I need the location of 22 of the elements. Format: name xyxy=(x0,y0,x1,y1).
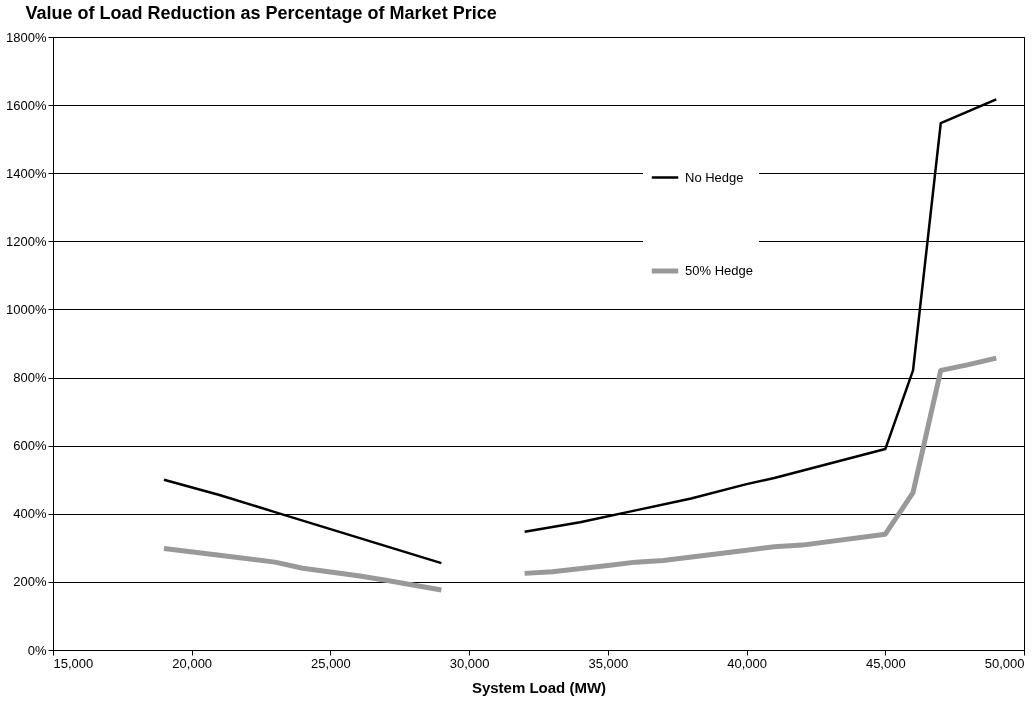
chart-title: Value of Load Reduction as Percentage of Market Price xyxy=(25,3,497,23)
x-tick-label: 35,000 xyxy=(588,655,629,671)
x-tick-label: 15,000 xyxy=(53,655,94,671)
y-tick-label: 800% xyxy=(13,370,47,386)
x-axis-title: System Load (MW) xyxy=(471,678,607,696)
y-tick-label: 400% xyxy=(13,506,47,522)
x-tick-label: 45,000 xyxy=(865,655,906,671)
x-tick-label: 25,000 xyxy=(311,655,351,671)
y-tick-label: 1200% xyxy=(6,233,47,249)
y-tick-label: 200% xyxy=(13,574,47,590)
x-tick-label: 40,000 xyxy=(727,655,767,671)
x-tick-label: 30,000 xyxy=(449,655,490,671)
y-tick-label: 1000% xyxy=(6,301,47,317)
x-tick-label: 20,000 xyxy=(172,655,213,671)
legend-label: No Hedge xyxy=(685,169,744,185)
y-tick-label: 600% xyxy=(13,438,47,454)
legend-label: 50% Hedge xyxy=(685,263,753,278)
y-tick-label: 0% xyxy=(27,642,47,658)
y-tick-label: 1800% xyxy=(6,29,47,45)
y-tick-label: 1600% xyxy=(6,97,47,113)
y-tick-label: 1400% xyxy=(6,165,47,181)
x-tick-label: 50,000 xyxy=(984,655,1025,671)
